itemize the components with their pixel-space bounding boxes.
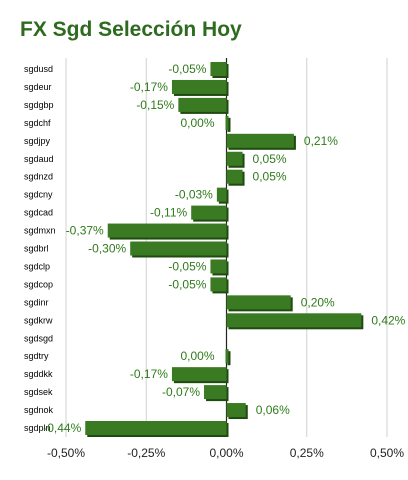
data-label: 0,06% <box>256 403 290 417</box>
x-tick-label: -0,50% <box>47 446 85 460</box>
category-label: sgdcop <box>24 279 53 289</box>
category-label: sgdchf <box>24 118 51 128</box>
bar <box>171 79 227 94</box>
category-label: sgdusd <box>24 64 53 74</box>
category-label: sgdtry <box>24 351 49 361</box>
x-tick-label: 0,25% <box>290 446 324 460</box>
category-label: sgdcad <box>24 208 53 218</box>
data-label: -0,37% <box>66 224 104 238</box>
category-label: sgdbrl <box>24 244 49 254</box>
bar-shadow <box>227 117 231 132</box>
x-tick-label: 0,50% <box>370 446 404 460</box>
bar <box>191 205 227 220</box>
data-label: -0,03% <box>175 188 213 202</box>
category-label: sgdsgd <box>24 333 53 343</box>
bar <box>204 385 227 400</box>
bar <box>107 223 227 238</box>
bar <box>85 421 227 435</box>
category-label: sgdsek <box>24 387 53 397</box>
bar <box>210 62 227 76</box>
category-label: sgdnzd <box>24 172 53 182</box>
category-label: sgdclp <box>24 261 50 271</box>
bar <box>225 115 229 130</box>
category-label: sgdinr <box>24 297 49 307</box>
category-label: sgddkk <box>24 369 53 379</box>
category-label: sgdgbp <box>24 100 54 110</box>
data-label: -0,44% <box>43 421 81 435</box>
data-label: -0,05% <box>168 259 206 273</box>
data-label: 0,00% <box>180 349 214 363</box>
data-label: -0,15% <box>136 98 174 112</box>
data-label: 0,21% <box>304 134 338 148</box>
bar <box>226 169 243 184</box>
x-tick-label: 0,00% <box>209 446 243 460</box>
category-label: sgdeur <box>24 82 52 92</box>
data-label: -0,07% <box>162 385 200 399</box>
data-label: 0,05% <box>253 170 287 184</box>
bar <box>226 151 243 166</box>
category-label: sgdnok <box>24 405 54 415</box>
bar <box>210 259 227 274</box>
category-label: sgdjpy <box>24 136 51 146</box>
data-label: -0,05% <box>168 277 206 291</box>
bar <box>226 313 362 328</box>
data-label: 0,42% <box>371 313 405 327</box>
bar <box>130 241 227 256</box>
bar <box>216 187 227 202</box>
chart-title: FX Sgd Selección Hoy <box>20 18 242 41</box>
data-label: -0,30% <box>88 242 126 256</box>
category-label: sgdcny <box>24 190 53 200</box>
bar-shadow <box>227 351 231 366</box>
bar <box>210 277 227 292</box>
data-label: -0,11% <box>150 206 187 220</box>
data-label: -0,05% <box>168 62 206 76</box>
bar <box>171 367 227 382</box>
bar <box>226 133 294 148</box>
data-label: -0,17% <box>130 80 168 94</box>
category-label: sgdaud <box>24 154 54 164</box>
category-label: sgdpln <box>24 423 51 433</box>
category-label: sgdkrw <box>24 315 53 325</box>
bar <box>178 97 227 112</box>
bar <box>226 295 291 310</box>
data-label: -0,17% <box>130 367 168 381</box>
data-label: 0,20% <box>301 295 335 309</box>
x-tick-label: -0,25% <box>127 446 165 460</box>
category-label: sgdmxn <box>24 226 56 236</box>
data-label: 0,00% <box>180 116 214 130</box>
bar <box>225 349 229 364</box>
data-label: 0,05% <box>253 152 287 166</box>
bar <box>226 403 246 418</box>
